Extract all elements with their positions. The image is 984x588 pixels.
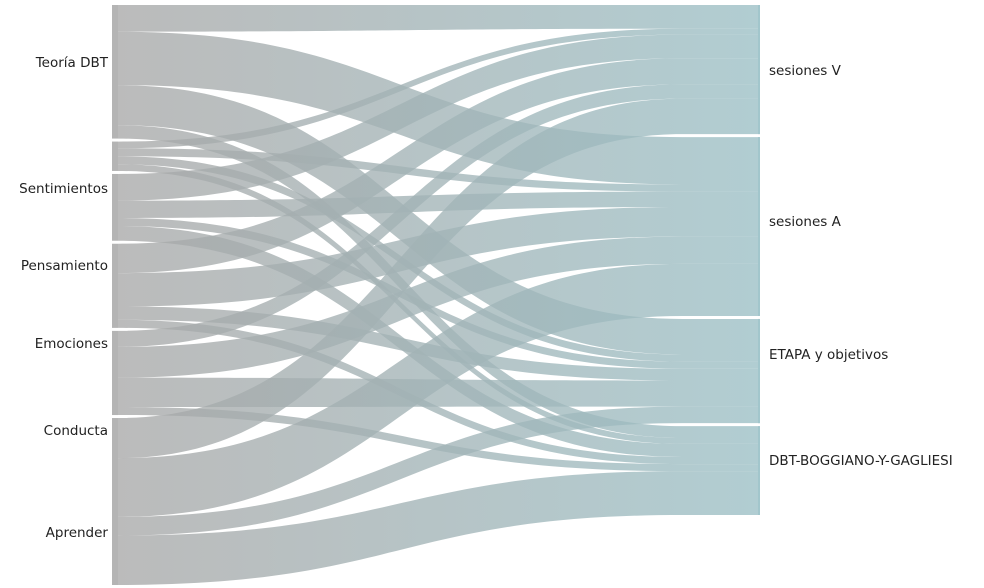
source-node-Conducta[interactable] [112,330,118,416]
target-label: sesiones V [769,63,841,79]
link-Aprender-to-DBT-BOGGIANO-Y-GAGLIESI[interactable] [118,471,760,585]
target-node-DBT-BOGGIANO-Y-GAGLIESI[interactable] [758,426,760,515]
target-node-sesiones V[interactable] [758,5,760,135]
link-Emociones-to-sesiones A[interactable] [118,206,760,307]
target-node-sesiones A[interactable] [758,137,760,316]
source-label: Pensamiento [20,258,108,274]
source-node-Emociones[interactable] [112,243,118,328]
link-Teoría DBT-to-sesiones V[interactable] [118,5,760,32]
source-label: Teoría DBT [35,55,108,71]
source-label: Emociones [34,336,108,352]
source-node-Sentimientos[interactable] [112,141,118,171]
link-Aprender-to-ETAPA y objetivos[interactable] [118,406,760,536]
source-node-Teoría DBT[interactable] [112,5,118,139]
link-Teoría DBT-to-ETAPA y objetivos[interactable] [118,85,760,355]
target-label: sesiones A [769,214,841,230]
link-Conducta-to-sesiones A[interactable] [118,236,760,378]
link-Aprender-to-sesiones V[interactable] [118,98,760,459]
source-node-Pensamiento[interactable] [112,173,118,241]
link-Aprender-to-sesiones A[interactable] [118,263,760,517]
source-label: Conducta [43,423,108,439]
target-label: DBT-BOGGIANO-Y-GAGLIESI [769,453,953,469]
target-label: ETAPA y objetivos [769,347,889,363]
link-Emociones-to-sesiones V[interactable] [118,58,760,274]
source-label: Sentimientos [19,181,108,197]
nodes-layer [112,5,760,585]
link-Pensamiento-to-sesiones A[interactable] [118,191,760,219]
source-node-Aprender[interactable] [112,418,118,585]
link-Emociones-to-ETAPA y objetivos[interactable] [118,306,760,381]
target-node-ETAPA y objetivos[interactable] [758,318,760,424]
links-layer [118,5,760,585]
source-label: Aprender [45,525,108,541]
link-Pensamiento-to-sesiones V[interactable] [118,34,760,201]
